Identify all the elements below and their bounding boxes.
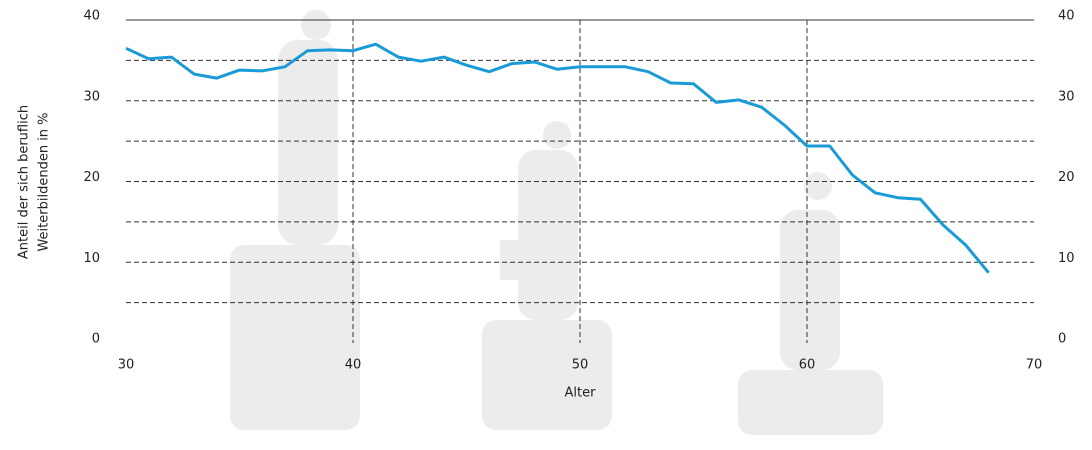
y2-tick-label: 0 bbox=[1058, 332, 1066, 347]
background-illustration bbox=[230, 10, 883, 435]
y-tick-label: 20 bbox=[83, 170, 100, 185]
y-tick-label: 30 bbox=[83, 89, 100, 104]
y-axis-label: Anteil der sich beruflich bbox=[17, 105, 32, 259]
y2-tick-label: 30 bbox=[1058, 89, 1075, 104]
y2-tick-label: 10 bbox=[1058, 251, 1075, 266]
x-axis-label: Alter bbox=[565, 386, 597, 401]
data-line bbox=[125, 42, 990, 274]
y-axis-label: Weiterbildenden in % bbox=[37, 112, 52, 251]
x-tick-label: 30 bbox=[118, 358, 135, 373]
y-tick-label: 10 bbox=[83, 251, 100, 266]
y2-tick-label: 20 bbox=[1058, 170, 1075, 185]
x-tick-label: 50 bbox=[572, 358, 589, 373]
x-tick-label: 60 bbox=[799, 358, 816, 373]
y2-tick-label: 40 bbox=[1058, 9, 1075, 24]
x-tick-label: 40 bbox=[345, 358, 362, 373]
y-tick-label: 40 bbox=[83, 9, 100, 24]
y-tick-label: 0 bbox=[92, 332, 100, 347]
x-tick-label: 70 bbox=[1026, 358, 1043, 373]
